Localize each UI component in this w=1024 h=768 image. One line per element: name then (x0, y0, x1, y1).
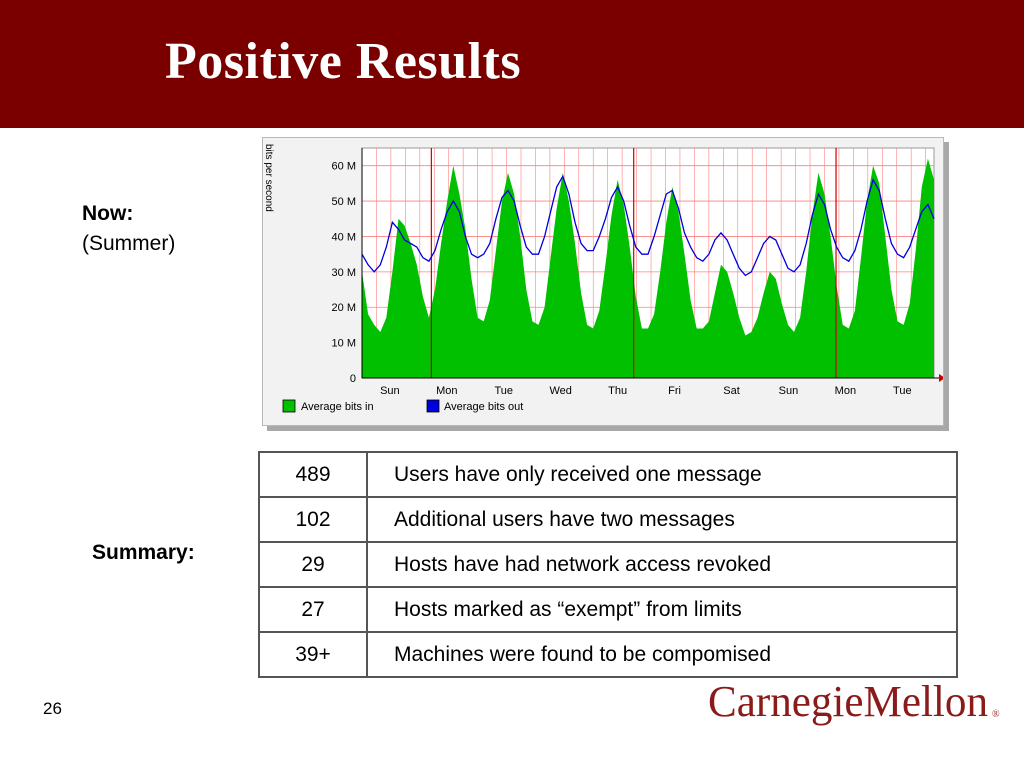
x-tick-label: Tue (893, 385, 912, 397)
table-row: 39+ Machines were found to be compomised (258, 631, 958, 678)
row-description: Hosts have had network access revoked (366, 541, 958, 588)
row-value: 39+ (258, 631, 368, 678)
summary-label: Summary: (92, 541, 195, 564)
y-tick-label: 30 M (332, 267, 356, 279)
x-tick-label: Mon (835, 385, 856, 397)
y-tick-label: 40 M (332, 231, 356, 243)
x-tick-label: Sun (779, 385, 799, 397)
x-tick-label: Mon (436, 385, 457, 397)
y-tick-label: 10 M (332, 338, 356, 350)
graph-ylabel: bits per second (263, 144, 274, 212)
registered-mark: ® (992, 709, 1000, 720)
bits-out-line (361, 174, 935, 277)
season-label: (Summer) (82, 232, 176, 255)
x-axis-arrow (939, 374, 943, 382)
bits-in-area (362, 158, 934, 378)
y-tick-label: 50 M (332, 196, 356, 208)
x-tick-label: Fri (668, 385, 681, 397)
row-description: Machines were found to be compomised (366, 631, 958, 678)
logo-wordmark: CarnegieMellon (708, 677, 988, 726)
legend-swatch-bits-in (282, 399, 296, 413)
carnegie-mellon-logo: CarnegieMellon ® (708, 677, 1000, 726)
y-tick-label: 0 (350, 373, 356, 385)
slide-title: Positive Results (165, 33, 522, 90)
legend-label-bits-in: Average bits in (301, 401, 374, 413)
y-tick-label: 20 M (332, 302, 356, 314)
row-description: Hosts marked as “exempt” from limits (366, 586, 958, 633)
traffic-graph: bits per second 0 10 M 20 M 30 M 40 M 50 M 60 … (263, 144, 943, 413)
x-tick-label: Wed (549, 385, 571, 397)
row-value: 27 (258, 586, 368, 633)
row-description: Additional users have two messages (366, 496, 958, 543)
table-row: 27 Hosts marked as “exempt” from limits (258, 586, 958, 633)
x-tick-label: Sat (723, 385, 740, 397)
traffic-graph-panel: bits per second 0 10 M 20 M 30 M 40 M 50 M 60 … (262, 137, 944, 426)
title-bar: Positive Results (0, 0, 1024, 128)
table-row: 102 Additional users have two messages (258, 496, 958, 543)
x-tick-label: Thu (608, 385, 627, 397)
legend: Average bits in Average bits out (282, 399, 523, 413)
now-label: Now: (82, 202, 134, 225)
page-number: 26 (43, 699, 62, 718)
x-tick-label: Sun (380, 385, 400, 397)
legend-label-bits-out: Average bits out (444, 401, 523, 413)
table-row: 489 Users have only received one message (258, 451, 958, 498)
y-tick-label: 60 M (332, 161, 356, 173)
row-value: 102 (258, 496, 368, 543)
row-description: Users have only received one message (366, 451, 958, 498)
legend-swatch-bits-out (426, 399, 440, 413)
row-value: 489 (258, 451, 368, 498)
row-value: 29 (258, 541, 368, 588)
table-row: 29 Hosts have had network access revoked (258, 541, 958, 588)
summary-table: 489 Users have only received one message 1… (258, 451, 958, 678)
x-tick-label: Tue (494, 385, 513, 397)
